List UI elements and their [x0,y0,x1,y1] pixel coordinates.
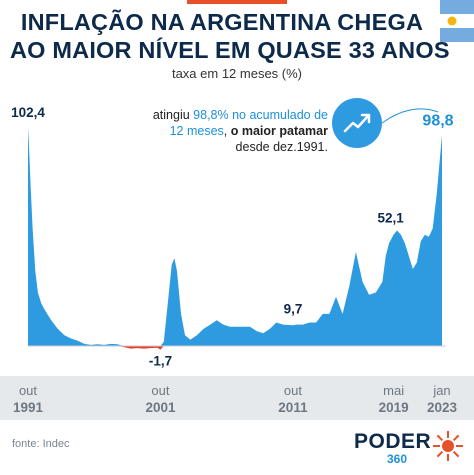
x-tick-0: out 1991 [0,382,58,416]
logo-sun-icon [433,431,463,461]
annotation-highlight-2: 12 meses [169,124,224,138]
x-tick-2: out 2011 [263,382,323,416]
x-tick-month: jan [433,383,451,398]
logo-word: PODER [354,430,432,453]
source-note: fonte: Indec [12,438,70,450]
annotation-highlight-1: 98,8% no acumulado de [193,108,328,122]
annotation-text-3: desde dez.1991. [235,140,328,154]
inflation-area-chart: 102,4 -1,7 9,7 52,1 98,8 [11,105,454,369]
x-tick-3: mai 2019 [364,382,424,416]
x-tick-month: out [283,383,302,398]
chart-title-line-2: AO MAIOR NÍVEL EM QUASE 33 ANOS [10,37,450,63]
series-area-negative [28,346,442,350]
x-axis-band: out 1991 out 2001 out 2011 mai 2019 jan 2023 [0,376,474,420]
chart-title: INFLAÇÃO NA ARGENTINA CHEGA AO MAIOR NÍV… [10,8,450,64]
argentina-flag-icon [440,0,474,42]
data-label-1: -1,7 [149,354,172,369]
top-accent-bar [187,0,287,4]
annotation-text-1: atingiu [152,108,194,122]
chart-title-line-1: INFLAÇÃO NA ARGENTINA CHEGA [20,9,424,35]
x-tick-year: 2001 [145,400,176,415]
x-tick-month: out [151,383,170,398]
trend-up-icon [332,98,382,148]
chart-subtitle: taxa em 12 meses (%) [171,66,303,81]
series-area-positive [28,127,442,346]
x-tick-year: 1991 [12,400,44,415]
data-label-2: 9,7 [284,301,303,316]
annotation-text-2: , [223,124,231,138]
logo-number: 360 [387,452,408,466]
x-tick-month: mai [383,383,405,398]
x-tick-year: 2019 [378,400,409,415]
data-label-3: 52,1 [378,211,405,226]
annotation-connector [381,108,439,124]
data-label-4: 98,8 [422,113,453,130]
data-label-0: 102,4 [11,105,45,120]
x-tick-year: 2011 [278,400,308,415]
x-tick-4: jan 2023 [412,382,472,416]
poder360-logo: PODER 360 [354,428,464,468]
x-tick-month: out [18,383,38,398]
x-tick-year: 2023 [426,400,458,415]
x-tick-1: out 2001 [130,382,190,416]
peak-annotation: atingiu 98,8% no acumulado de 12 meses, … [118,107,328,155]
annotation-bold: o maior patamar [230,124,328,138]
